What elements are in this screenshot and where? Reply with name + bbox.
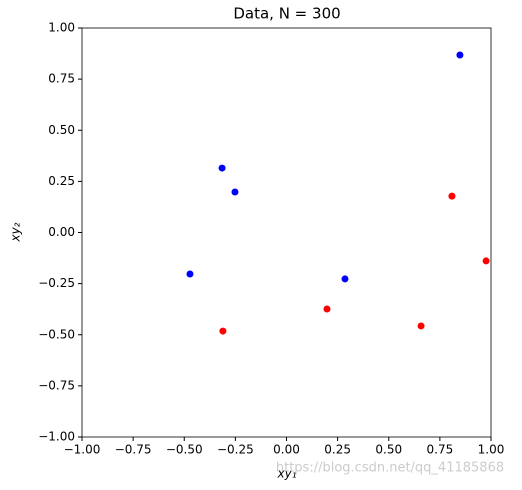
chart-title: Data, N = 300 bbox=[233, 5, 340, 23]
point bbox=[456, 51, 464, 59]
point bbox=[323, 305, 331, 313]
x-tick-label: −0.25 bbox=[217, 443, 254, 457]
x-tick-label: 0.25 bbox=[324, 443, 351, 457]
y-axis-label: xy₂ bbox=[9, 222, 23, 242]
point bbox=[448, 192, 456, 200]
x-tick-label: 1.00 bbox=[478, 443, 505, 457]
y-tick-label: 0.00 bbox=[48, 225, 75, 239]
y-tick-label: 0.50 bbox=[48, 123, 75, 137]
plot-frame bbox=[81, 27, 492, 438]
y-tick-label: −0.50 bbox=[38, 327, 75, 341]
x-tick-label: −0.50 bbox=[166, 443, 203, 457]
point bbox=[417, 322, 425, 330]
x-tick-label: 0.75 bbox=[427, 443, 454, 457]
y-tick-label: −0.25 bbox=[38, 276, 75, 290]
y-tick-label: 1.00 bbox=[48, 21, 75, 35]
watermark: https://blog.csdn.net/qq_41185868 bbox=[276, 461, 504, 476]
point bbox=[341, 275, 349, 283]
x-tick-label: −1.00 bbox=[64, 443, 101, 457]
point bbox=[186, 270, 194, 278]
y-tick-label: 0.75 bbox=[48, 72, 75, 86]
y-tick-label: −1.00 bbox=[38, 430, 75, 444]
point bbox=[231, 188, 239, 196]
y-tick-label: 0.25 bbox=[48, 174, 75, 188]
x-axis-label: xy₁ bbox=[276, 467, 296, 481]
point bbox=[482, 257, 490, 265]
x-tick-label: −0.75 bbox=[115, 443, 152, 457]
point bbox=[218, 164, 226, 172]
point bbox=[219, 327, 227, 335]
y-tick-label: −0.75 bbox=[38, 378, 75, 392]
x-tick-label: 0.50 bbox=[375, 443, 402, 457]
x-tick-label: 0.00 bbox=[273, 443, 300, 457]
